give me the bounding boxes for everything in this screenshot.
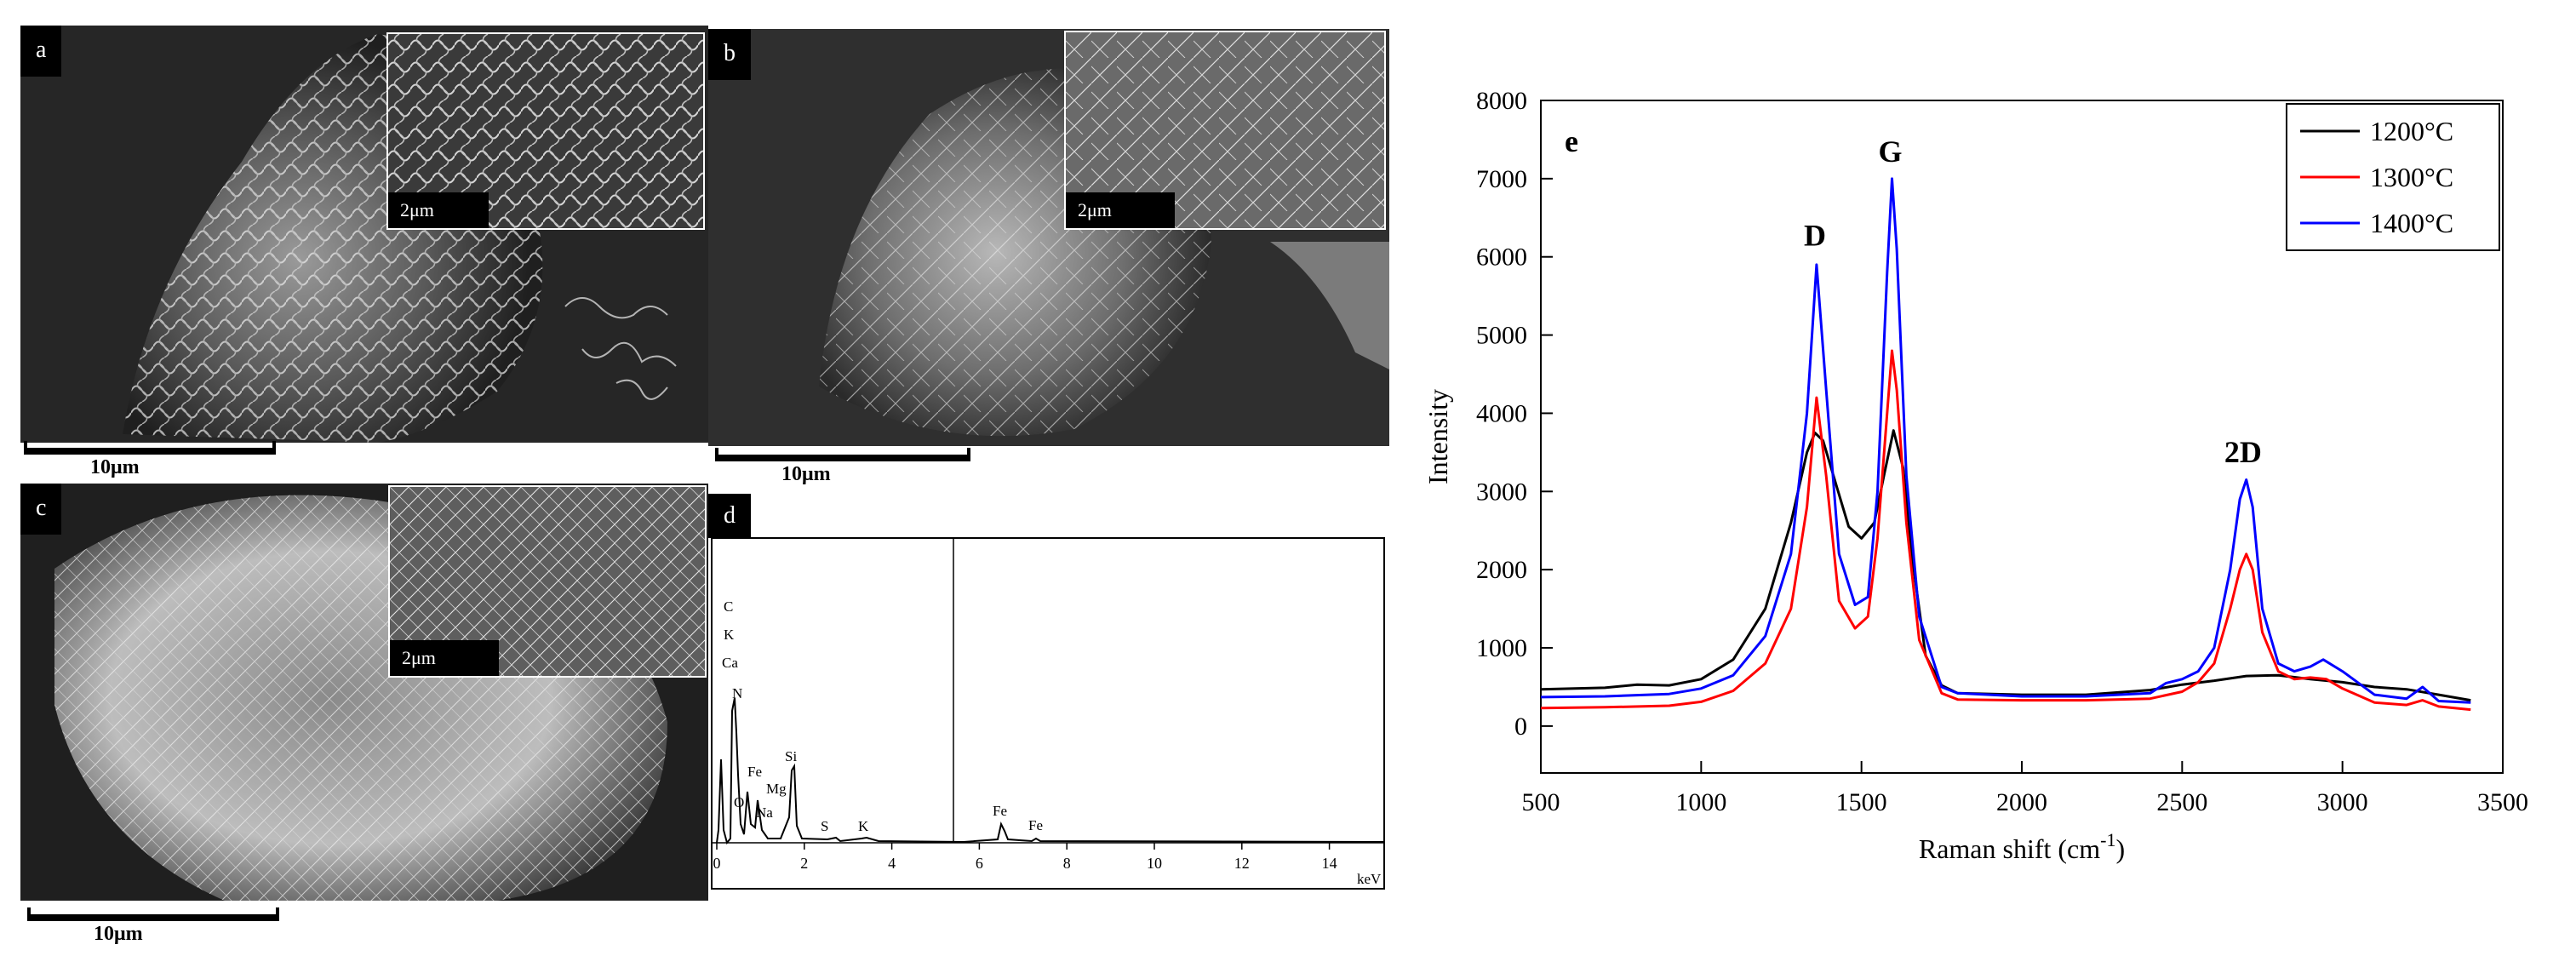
y-axis-label: Intensity [1423,389,1453,484]
legend-entry-2: 1400°C [2370,208,2453,238]
eds-trace [716,697,1385,845]
eds-label-o: O [734,794,744,810]
eds-label-fe2: Fe [993,803,1007,819]
panel-tag-d: d [708,494,751,538]
x-tick-label: 1500 [1836,788,1887,816]
eds-x-axis: 0 2 4 6 8 10 12 14 [713,843,1337,872]
scale-label-c: 10μm [94,923,143,945]
inset-scale-label-a: 2μm [388,192,489,228]
eds-x-tick-label: 14 [1322,855,1337,872]
eds-x-tick-label: 6 [976,855,983,872]
eds-x-unit: keV [1357,871,1382,887]
peak-label: 2D [2224,435,2262,469]
legend-entry-0: 1200°C [2370,116,2453,146]
x-tick-label: 3000 [2317,788,2368,816]
eds-label-na: Na [756,804,773,821]
eds-label-n: N [732,685,742,701]
x-tick-label: 1000 [1675,788,1726,816]
x-tick-label: 2000 [1996,788,2047,816]
inset-scale-label-c: 2μm [390,640,499,676]
eds-x-tick-label: 0 [713,855,721,872]
raman-chart: 500 1000 1500 2000 2500 3000 3500 0 1000 2000 3000… [1423,87,2528,864]
scale-label-a: 10μm [90,456,140,478]
y-tick-label: 2000 [1476,556,1527,584]
eds-label-mg: Mg [766,781,787,797]
inset-image-a: 2μm [386,32,705,230]
scale-label-b: 10μm [781,463,831,485]
series-line-2 [1541,177,2471,704]
panel-tag-a: a [20,26,62,77]
eds-panel-d: C K Ca N Fe Mg O Na Si S K Fe Fe 0 2 4 6 8 10… [708,494,1396,902]
x-tick-label: 500 [1522,788,1560,816]
series-line-1 [1541,349,2471,712]
y-tick-label: 0 [1514,713,1527,741]
legend: 1200°C 1300°C 1400°C [2286,103,2500,251]
panel-tag-b: b [708,29,751,80]
y-tick-label: 4000 [1476,399,1527,427]
peak-label: D [1804,218,1826,252]
eds-label-s: S [821,818,828,834]
inset-image-b: 2μm [1064,31,1386,230]
y-tick-label: 5000 [1476,322,1527,350]
eds-x-tick-label: 4 [888,855,896,872]
inset-image-c: 2μm [388,485,707,678]
sem-panel-a: a 2μm [20,26,708,443]
eds-label-ca: Ca [722,655,738,671]
inset-scale-label-b: 2μm [1066,192,1175,228]
eds-x-tick-label: 2 [800,855,808,872]
panel-tag-e: e [1565,124,1578,158]
y-tick-label: 1000 [1476,634,1527,662]
sem-panel-c: c 2μm [20,484,708,901]
eds-label-fe1: Fe [747,764,762,780]
eds-label-si: Si [785,748,797,764]
eds-element-labels: C K Ca N Fe Mg O Na Si S K Fe Fe [722,598,1043,834]
x-axis-label: Raman shift (cm-1) [1919,829,2125,864]
x-tick-label: 2500 [2156,788,2207,816]
y-tick-label: 8000 [1476,87,1527,115]
x-tick-label: 3500 [2477,788,2528,816]
series-line-0 [1541,429,2471,702]
sem-panel-b: b 2μm [708,29,1389,446]
eds-x-tick-label: 8 [1063,855,1071,872]
panel-tag-c: c [20,484,62,535]
y-tick-label: 6000 [1476,243,1527,272]
eds-label-fe3: Fe [1028,817,1043,833]
eds-x-tick-label: 12 [1234,855,1250,872]
eds-x-tick-label: 10 [1147,855,1162,872]
legend-entry-1: 1300°C [2370,162,2453,192]
eds-label-c: C [724,598,733,615]
y-tick-label: 7000 [1476,165,1527,193]
eds-spectrum: C K Ca N Fe Mg O Na Si S K Fe Fe 0 2 4 6 8 10… [711,537,1385,890]
eds-label-k2: K [858,818,869,834]
eds-label-k1: K [724,627,735,643]
peak-label: G [1879,135,1903,169]
y-tick-label: 3000 [1476,478,1527,506]
